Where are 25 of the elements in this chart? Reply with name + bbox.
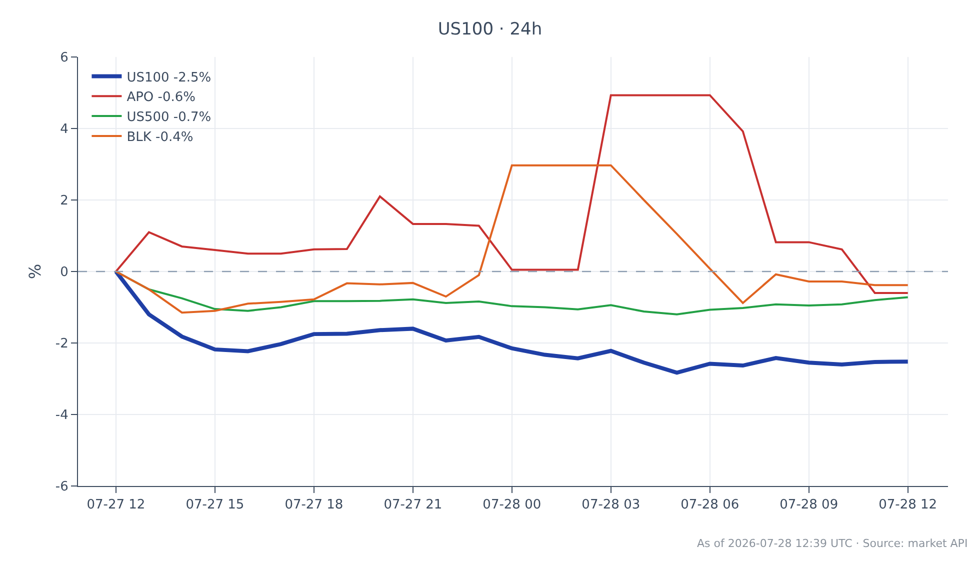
x-tick-label: 07-27 15 — [186, 498, 244, 513]
text: As of 2026-07-28 12:39 UTC · Source: market API — [697, 537, 968, 550]
legend-label: US100 -2.5% — [126, 70, 212, 86]
y-tick-label: -4 — [55, 408, 68, 424]
legend-label: APO -0.6% — [126, 90, 196, 106]
y-tick-label: 0 — [60, 265, 68, 280]
y-tick-label: 6 — [60, 50, 68, 66]
line-series — [114, 270, 910, 375]
y-tick-label: -2 — [55, 336, 68, 352]
y-tick-label: -6 — [55, 480, 68, 495]
x-tick-label: 07-28 00 — [482, 498, 542, 513]
legend-label: BLK -0.4% — [126, 130, 194, 146]
line-series — [114, 164, 909, 314]
y-axis-title: % — [25, 264, 44, 280]
legend-label: US500 -0.7% — [126, 110, 212, 126]
x-tick-label: 07-27 21 — [384, 498, 442, 513]
x-tick-label: 07-28 06 — [680, 498, 740, 513]
x-tick-label: 07-27 12 — [86, 498, 146, 513]
x-tick-label: 07-28 12 — [878, 498, 938, 513]
chart-title: US100 · 24h — [438, 19, 542, 40]
x-tick-label: 07-27 18 — [284, 498, 344, 513]
x-tick-label: 07-28 09 — [780, 498, 838, 513]
y-tick-label: 2 — [60, 194, 68, 209]
x-tick-label: 07-28 03 — [582, 498, 640, 513]
y-tick-label: 4 — [60, 122, 68, 138]
